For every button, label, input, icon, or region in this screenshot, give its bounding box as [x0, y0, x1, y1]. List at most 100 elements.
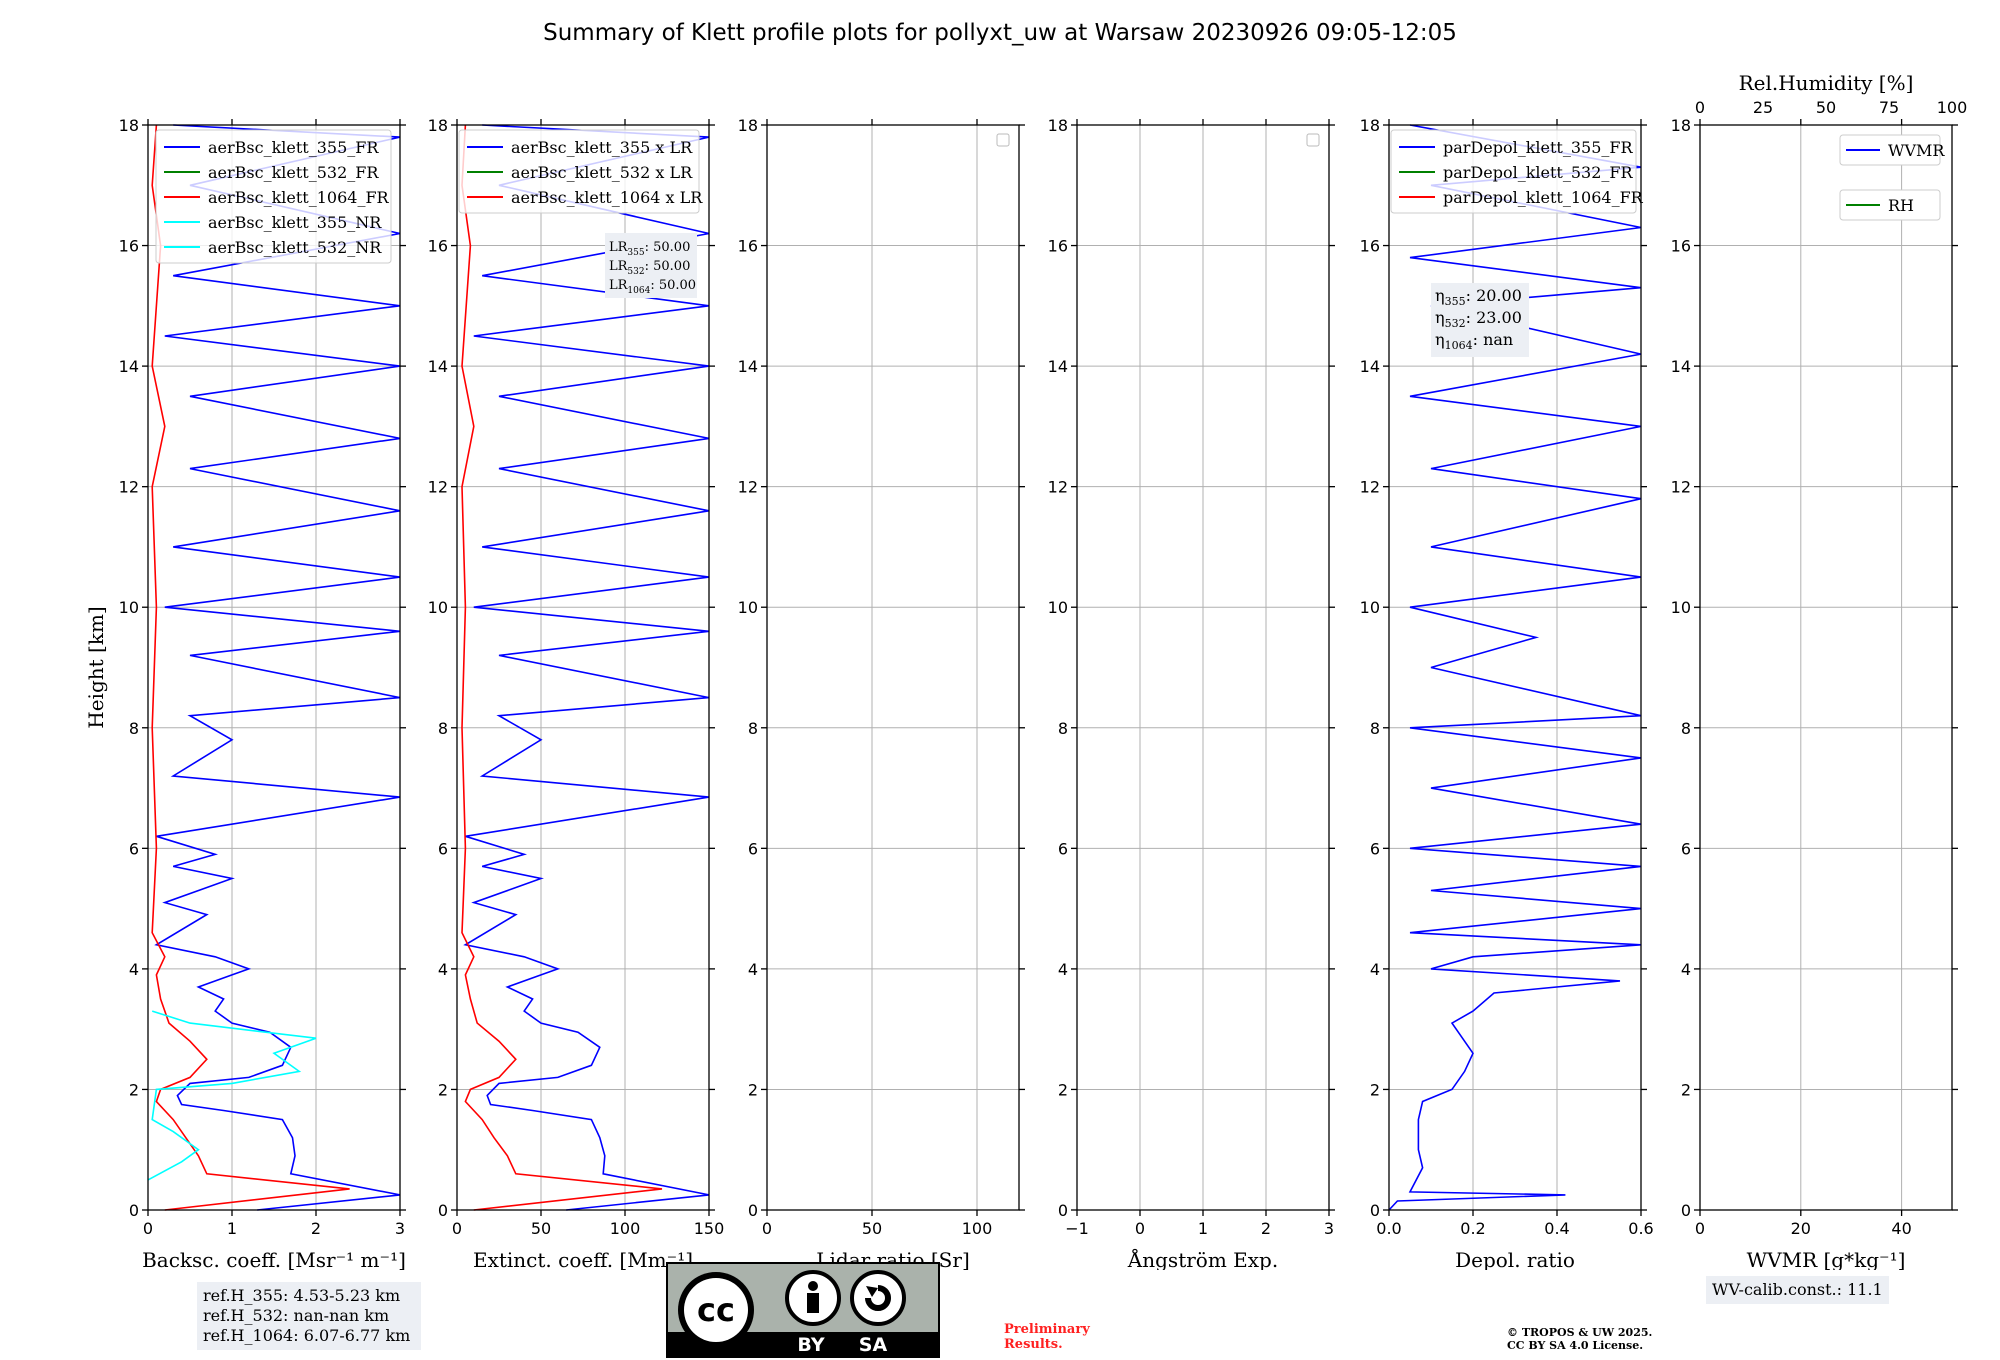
ytick-label: 18 [1048, 116, 1068, 135]
annotation-line: η355: 20.00 [1435, 286, 1522, 308]
y-axis-label: Height [km] [84, 606, 108, 728]
xtick-label: −1 [1065, 1219, 1089, 1238]
ytick-label: 4 [129, 960, 139, 979]
legend-entry: aerBsc_klett_532_NR [208, 238, 382, 257]
xtick-label: 3 [395, 1219, 405, 1238]
xtick-label: 0 [452, 1219, 462, 1238]
x-axis-label: WVMR [g*kg⁻¹] [1747, 1248, 1906, 1270]
legend-entry: WVMR [1888, 141, 1945, 160]
ytick-label: 6 [1681, 839, 1691, 858]
ytick-label: 10 [1048, 598, 1068, 617]
ytick-label: 2 [748, 1080, 758, 1099]
xtick-label: 0 [1135, 1219, 1145, 1238]
ytick-label: 14 [119, 357, 139, 376]
xtick-label: 0 [143, 1219, 153, 1238]
top-xtick-label: 0 [1695, 98, 1705, 117]
ytick-label: 10 [1671, 598, 1691, 617]
xtick-label: 40 [1891, 1219, 1911, 1238]
ytick-label: 10 [1360, 598, 1380, 617]
x-axis-label: Backsc. coeff. [Msr⁻¹ m⁻¹] [142, 1248, 406, 1270]
xtick-label: 1 [227, 1219, 237, 1238]
legend-box [1839, 134, 1941, 166]
top-axis-label: Rel.Humidity [%] [1739, 71, 1914, 95]
ytick-label: 8 [438, 719, 448, 738]
cc-badge-text: cc [697, 1291, 735, 1329]
ytick-label: 6 [129, 839, 139, 858]
annotation-line: η1064: nan [1435, 330, 1513, 352]
ytick-label: 18 [1360, 116, 1380, 135]
axes-frame [1699, 124, 1953, 1211]
x-axis-label: Extinct. coeff. [Mm⁻¹] [473, 1248, 693, 1270]
ref-height-1064: ref.H_1064: 6.07-6.77 km [203, 1326, 411, 1345]
ytick-label: 0 [129, 1201, 139, 1220]
ytick-label: 14 [428, 357, 448, 376]
ytick-label: 4 [1370, 960, 1380, 979]
ytick-label: 6 [438, 839, 448, 858]
ytick-label: 10 [119, 598, 139, 617]
ytick-label: 2 [1058, 1080, 1068, 1099]
preliminary-line-2: Results. [1004, 1337, 1063, 1352]
axes-frame [1388, 124, 1642, 1211]
ytick-label: 18 [428, 116, 448, 135]
ytick-label: 12 [1671, 478, 1691, 497]
xtick-label: 50 [862, 1219, 882, 1238]
copyright-line-1: © TROPOS & UW 2025. [1507, 1326, 1653, 1339]
ytick-label: 10 [428, 598, 448, 617]
wv-calib-box: WV-calib.const.: 11.1 [1706, 1276, 1889, 1304]
panel-depol: 0 2 4 6 8 10 12 14 16 18 0.0 0.2 0.4 0.6 Depol. ratio p… [1360, 116, 1654, 1270]
copyright-notice: © TROPOS & UW 2025. CC BY SA 4.0 License… [1507, 1326, 1707, 1352]
ytick-label: 14 [1360, 357, 1380, 376]
ytick-label: 0 [1058, 1201, 1068, 1220]
ytick-label: 2 [1370, 1080, 1380, 1099]
ytick-label: 0 [1681, 1201, 1691, 1220]
ytick-label: 4 [1058, 960, 1068, 979]
ytick-label: 16 [428, 237, 448, 256]
ytick-label: 16 [1360, 237, 1380, 256]
ytick-label: 0 [438, 1201, 448, 1220]
legend-entry: aerBsc_klett_355 x LR [511, 138, 693, 157]
axes-frame [456, 124, 710, 1211]
cc-by-text: BY [797, 1334, 824, 1356]
ref-heights-box: ref.H_355: 4.53-5.23 km ref.H_532: nan-n… [197, 1282, 421, 1350]
annotation-line: LR1064: 50.00 [609, 278, 696, 296]
xtick-label: 2 [311, 1219, 321, 1238]
preliminary-notice: Preliminary Results. [1004, 1322, 1114, 1352]
ytick-label: 4 [1681, 960, 1691, 979]
annotation-line: LR355: 50.00 [609, 240, 690, 258]
annotation-box [605, 233, 697, 298]
ytick-label: 6 [748, 839, 758, 858]
ytick-label: 8 [1058, 719, 1068, 738]
legend-box [458, 129, 700, 214]
xtick-label: 100 [962, 1219, 993, 1238]
empty-legend [1306, 133, 1320, 147]
x-axis-label: Depol. ratio [1455, 1248, 1575, 1270]
legend-box [155, 129, 392, 264]
legend-box [1839, 189, 1941, 221]
legend-entry: aerBsc_klett_355_FR [208, 138, 379, 157]
legend-entry: aerBsc_klett_532 x LR [511, 163, 693, 182]
ytick-label: 4 [748, 960, 758, 979]
legend-entry: parDepol_klett_532_FR [1443, 163, 1634, 182]
annotation-box [1431, 283, 1529, 357]
ytick-label: 18 [1671, 116, 1691, 135]
ytick-label: 8 [748, 719, 758, 738]
legend-entry: parDepol_klett_355_FR [1443, 138, 1634, 157]
ref-height-532: ref.H_532: nan-nan km [203, 1306, 390, 1325]
series-aerBsc_klett_355_FR [154, 124, 401, 1211]
top-xtick-label: 100 [1937, 98, 1968, 117]
ytick-label: 2 [1681, 1080, 1691, 1099]
ytick-label: 12 [738, 478, 758, 497]
legend-entry: aerBsc_klett_1064 x LR [511, 188, 703, 207]
ytick-label: 16 [738, 237, 758, 256]
ytick-label: 8 [129, 719, 139, 738]
legend-entry: aerBsc_klett_1064_FR [208, 188, 390, 207]
top-xtick-label: 75 [1879, 98, 1899, 117]
xtick-label: 0.6 [1628, 1219, 1653, 1238]
ytick-label: 0 [748, 1201, 758, 1220]
series-aerBsc_klett_355 x LR [463, 124, 710, 1211]
